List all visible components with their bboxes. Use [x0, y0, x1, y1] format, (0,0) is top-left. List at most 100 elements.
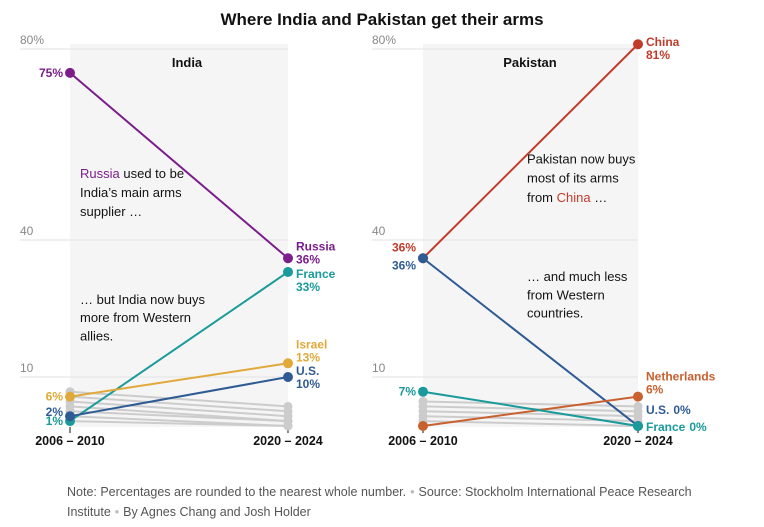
annotation-line: supplier …: [80, 204, 142, 219]
other-series-point: [283, 421, 293, 431]
series-end-name: Israel: [296, 337, 327, 351]
footnote-byline: By Agnes Chang and Josh Holder: [123, 505, 311, 519]
series-line-us: [69, 376, 289, 418]
series-point: [418, 253, 428, 264]
y-tick-label: 40: [372, 224, 386, 238]
annotation-text: …: [591, 190, 608, 205]
series-line-netherlands: [422, 395, 639, 427]
series-end-value: 33%: [296, 280, 320, 294]
y-tick-label: 10: [372, 361, 386, 375]
y-tick-label: 80%: [372, 33, 396, 47]
series-point: [283, 266, 293, 277]
footnote-source: Source: Stockholm International Peace Re…: [67, 485, 692, 519]
annotation-line: Russia used to be: [80, 166, 184, 181]
series-end-value: 81%: [646, 48, 670, 62]
panel-background: [423, 44, 638, 427]
annotation-line: India’s main arms: [80, 185, 182, 200]
y-tick-label: 80%: [20, 33, 44, 47]
annotation-text: … and much less: [527, 269, 628, 284]
series-point: [283, 253, 293, 264]
annotation-line: … but India now buys: [80, 292, 206, 307]
y-tick-label: 40: [20, 224, 34, 238]
annotation-text: Russia: [80, 166, 121, 181]
annotation-line: Pakistan now buys: [527, 152, 636, 167]
series-line-france: [69, 271, 289, 422]
series-point: [65, 67, 75, 78]
series-line-china: [422, 43, 639, 259]
annotation-line: allies.: [80, 328, 113, 343]
annotation-text: Pakistan now buys: [527, 152, 636, 167]
annotation-line: … and much less: [527, 269, 628, 284]
series-end-value: 6%: [646, 383, 664, 397]
series-start-label: 7%: [399, 385, 417, 399]
series-line-france: [422, 390, 639, 427]
y-tick-label: 10: [20, 361, 34, 375]
series-end-name: U.S.: [296, 364, 319, 378]
series-name: France: [646, 420, 686, 434]
series-start-label: 36%: [392, 258, 416, 272]
annotation-text: from Western: [527, 287, 605, 302]
other-series-line: [69, 410, 289, 423]
annotation-text: most of its arms: [527, 171, 619, 186]
footnote-separator: •: [114, 505, 120, 519]
x-axis-label: 2006 – 2010: [388, 434, 458, 448]
annotation-text: used to be: [120, 166, 184, 181]
series-point: [633, 39, 643, 50]
annotation-line: countries.: [527, 306, 583, 321]
annotation-text: supplier …: [80, 204, 142, 219]
series-point: [633, 391, 643, 402]
series-point: [65, 411, 75, 422]
annotation-text: … but India now buys: [80, 292, 206, 307]
series-start-label: 1%: [46, 414, 64, 428]
series-point: [65, 391, 75, 402]
annotation-text: more from Western: [80, 310, 191, 325]
series-end-label: France 0%: [646, 420, 707, 434]
series-start-label: 2%: [46, 405, 64, 419]
annotation-text: countries.: [527, 306, 583, 321]
series-point: [283, 358, 293, 369]
series-end-value: 36%: [296, 252, 320, 266]
series-point: [418, 421, 428, 431]
annotation-text: allies.: [80, 328, 113, 343]
x-axis-label: 2020 – 2024: [603, 434, 673, 448]
series-end-name: Russia: [296, 239, 336, 253]
footnote-separator: •: [410, 485, 415, 499]
series-end-name: China: [646, 35, 680, 49]
series-start-label: 36%: [392, 240, 416, 254]
annotation-line: more from Western: [80, 310, 191, 325]
series-end-value: 0%: [673, 403, 691, 417]
series-end-name: Netherlands: [646, 370, 716, 384]
other-series-line: [69, 420, 289, 427]
chart-title: Where India and Pakistan get their arms: [220, 10, 544, 29]
series-point: [418, 386, 428, 397]
series-line-russia: [69, 72, 289, 260]
panel-title: India: [172, 55, 203, 70]
series-start-label: 75%: [39, 66, 63, 80]
series-point: [283, 372, 293, 382]
annotation-line: from China …: [527, 190, 607, 205]
series-end-name: France: [296, 267, 336, 281]
x-axis-label: 2006 – 2010: [35, 434, 105, 448]
annotation-text: from: [527, 190, 557, 205]
annotation-line: most of its arms: [527, 171, 619, 186]
other-series-line: [422, 400, 639, 408]
panel-title: Pakistan: [503, 55, 557, 70]
other-series-line: [422, 410, 639, 418]
footnote: Note: Percentages are rounded to the nea…: [67, 482, 707, 522]
other-series-line: [69, 400, 289, 418]
series-line-us: [422, 257, 639, 427]
annotation-line: from Western: [527, 287, 605, 302]
series-line-israel: [69, 362, 289, 398]
chart-svg: 80% 40 10 India 2006 – 2010 2020 – 2024 75% Rus…: [20, 33, 716, 448]
x-axis-label: 2020 – 2024: [253, 434, 323, 448]
series-end-label: U.S. 0%: [646, 403, 691, 417]
series-start-label: 6%: [46, 390, 64, 404]
footnote-note: Note: Percentages are rounded to the nea…: [67, 485, 407, 499]
series-end-value: 10%: [296, 377, 320, 391]
annotation-text: India’s main arms: [80, 185, 182, 200]
series-end-value: 0%: [689, 420, 707, 434]
series-name: U.S.: [646, 403, 669, 417]
series-point: [633, 421, 643, 431]
other-series-line: [69, 390, 289, 408]
other-series-line: [69, 395, 289, 413]
